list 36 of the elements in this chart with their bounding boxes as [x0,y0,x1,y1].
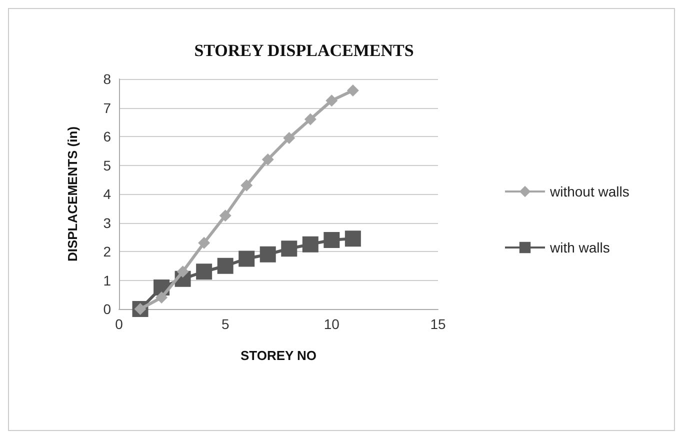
x-tick-label: 0 [115,316,124,332]
y-tick-label: 8 [103,71,112,87]
point [346,84,359,96]
point [176,266,189,278]
y-tick-label: 6 [103,128,112,144]
point [281,240,298,257]
x-axis-title: STOREY NO [240,348,317,363]
y-tick-label: 7 [103,100,112,116]
point [304,113,316,126]
point [156,292,168,304]
x-tick-label: 15 [430,316,446,332]
y-tick-label: 4 [103,186,112,202]
x-tick-label: 10 [324,316,340,332]
y-axis-title: DISPLACEMENTS (in) [65,126,80,262]
point [219,210,232,222]
point [240,179,253,192]
y-tick-label: 1 [103,272,112,288]
point [283,132,296,144]
point [262,154,274,166]
y-tick-label: 3 [103,214,112,231]
point [344,230,361,247]
y-tick-label: 5 [103,157,112,174]
legend-label: without walls [549,184,630,200]
point [198,236,210,249]
point [196,264,212,280]
point [217,258,234,274]
x-tick-label: 5 [221,316,230,332]
point [302,236,318,252]
point [326,94,338,107]
point [260,246,276,262]
chart-title: STOREY DISPLACEMENTS [194,41,414,60]
y-tick-label: 0 [103,301,112,317]
point [324,232,340,248]
point [238,250,255,267]
legend-label: with walls [549,240,610,256]
y-tick-label: 2 [103,244,112,260]
